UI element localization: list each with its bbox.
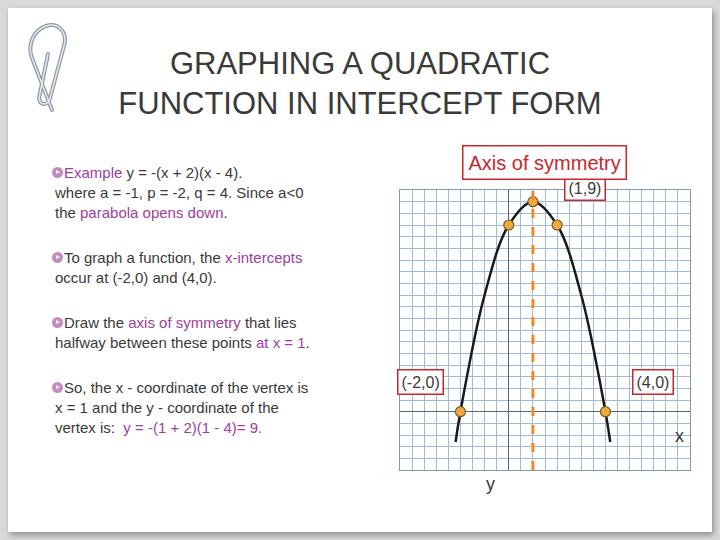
svg-text:Axis of symmetry: Axis of symmetry (469, 152, 621, 174)
html-text:vertex is: y = -(1 + 2)(1 - 4): vertex is: y = -(1 + 2)(1 - 4)= 9. (55, 419, 263, 436)
svg-text:(4,0): (4,0) (637, 374, 670, 391)
html-text:So, the x - coordinate of the: So, the x - coordinate of the vertex is (64, 379, 309, 396)
html-text:where a = -1, p = -2, q = 4. S: where a = -1, p = -2, q = 4. Since a<0 (55, 184, 304, 201)
svg-text:(-2,0): (-2,0) (402, 374, 440, 391)
html-text:occur at (-2,0) and (4,0).: occur at (-2,0) and (4,0). (55, 269, 217, 286)
html-text:To graph a function, the x-int: To graph a function, the x-intercepts (64, 249, 303, 266)
svg-text:(1,9): (1,9) (569, 180, 602, 197)
html-text:Example y = -(x + 2)(x - 4).: Example y = -(x + 2)(x - 4). (64, 164, 243, 181)
html-text:Draw the axis of symmetry that: Draw the axis of symmetry that lies (64, 314, 297, 331)
html-text:the parabola opens down.: the parabola opens down. (55, 204, 228, 221)
html-text:halfway between these points a: halfway between these points at x = 1. (55, 334, 310, 351)
html-text:FUNCTION IN INTERCEPT FORM: FUNCTION IN INTERCEPT FORM (118, 86, 602, 121)
svg-text:x: x (675, 426, 684, 446)
html-text:x = 1 and the y - coordinate o: x = 1 and the y - coordinate of the (55, 399, 279, 416)
svg-text:y: y (486, 474, 495, 494)
html-text:GRAPHING A QUADRATIC: GRAPHING A QUADRATIC (169, 46, 550, 81)
